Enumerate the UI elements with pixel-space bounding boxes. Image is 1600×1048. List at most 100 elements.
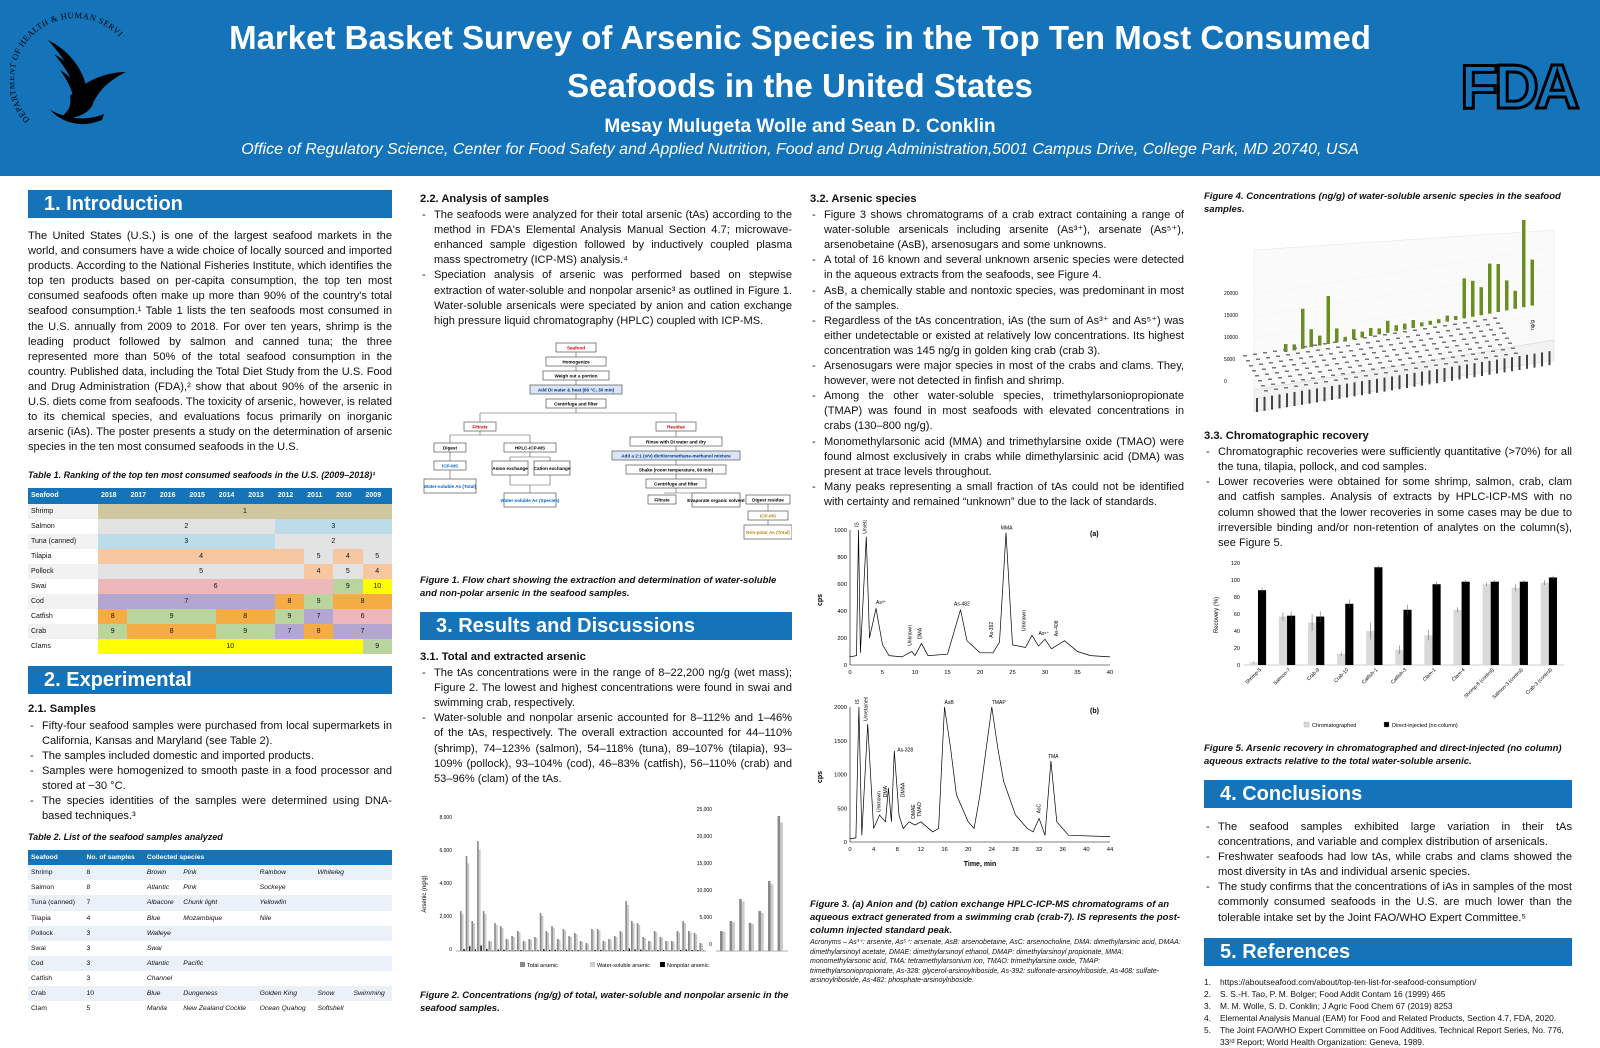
table-header: Collected species	[144, 850, 392, 865]
bar-minor	[1413, 330, 1417, 332]
bar-minor	[1479, 331, 1483, 333]
tick-label: 10,000	[697, 888, 713, 894]
bar-water-soluble	[507, 940, 509, 951]
bar-minor	[1385, 356, 1389, 358]
bar-minor	[1372, 352, 1376, 354]
bar-species	[1454, 316, 1458, 320]
x-tick-label	[1414, 373, 1416, 387]
tick-label: 15	[944, 670, 950, 676]
bar-minor	[1444, 363, 1448, 365]
flow-anion: Anion exchange	[492, 466, 528, 471]
bar-water-soluble	[771, 884, 774, 951]
table-header: No. of samples	[83, 850, 143, 865]
samples-title: 2.1. Samples	[28, 702, 392, 717]
bar-water-soluble	[638, 925, 640, 951]
rank-cell: 8	[127, 624, 215, 639]
flow-cation: Cation exchange	[534, 466, 571, 471]
table-cell: Chunk light	[180, 895, 256, 910]
rank-cell: 5	[304, 549, 333, 564]
tick-label: 0	[848, 670, 851, 676]
category-label: Crab-10	[1333, 667, 1350, 684]
column-2: 2.2. Analysis of samples The seafoods we…	[420, 190, 792, 1015]
bar-water-soluble	[553, 928, 555, 951]
list-item: Lower recoveries were obtained for some …	[1204, 475, 1572, 550]
intro-body: The United States (U.S.) is one of the l…	[28, 229, 392, 455]
bar-water-soluble	[742, 901, 745, 950]
tick-label: 36	[1060, 847, 1066, 853]
reference-text: S. S.-H. Tao, P. M. Bolger; Food Addit C…	[1220, 989, 1445, 999]
table-cell	[350, 1001, 392, 1016]
bar-minor	[1466, 327, 1470, 329]
bar-nonpolar	[463, 949, 464, 951]
table-cell: Pink	[180, 880, 256, 895]
table-cell: Catfish	[28, 971, 83, 986]
bar-total	[637, 923, 639, 951]
x-tick-label	[1444, 368, 1446, 382]
table-cell: Atlantic	[144, 880, 180, 895]
rank-cell: 9	[363, 639, 392, 654]
list-item: The seafoods were analyzed for their tot…	[420, 208, 792, 268]
bar-minor	[1435, 348, 1439, 350]
bar-minor	[1353, 339, 1357, 341]
bar-minor	[1266, 357, 1270, 359]
category-label: Catfish-3	[1390, 667, 1409, 686]
bar-minor	[1441, 358, 1445, 360]
bar-total	[720, 931, 723, 951]
bar-minor	[1354, 377, 1358, 379]
reference-text: The Joint FAO/WHO Expert Committee on Fo…	[1220, 1025, 1564, 1047]
table-cell: New Zealand Cockle	[180, 1001, 256, 1016]
bar-minor	[1443, 325, 1447, 327]
bar-minor	[1246, 360, 1250, 362]
bar-nonpolar	[680, 950, 681, 951]
table-header: 2018	[98, 488, 127, 503]
bar-total	[511, 936, 513, 951]
bar-total	[506, 939, 508, 951]
bar-minor	[1491, 351, 1495, 353]
table-cell: 3	[83, 941, 143, 956]
bar-minor	[1322, 360, 1326, 362]
bar-water-soluble	[462, 914, 464, 951]
reference-item[interactable]: 1.https://aboutseafood.com/about/top-ten…	[1204, 976, 1572, 988]
legend-swatch	[1304, 722, 1309, 727]
table-cell: Catfish	[28, 609, 98, 624]
bar-minor	[1336, 347, 1340, 349]
y-axis-label: Recovery (%)	[1214, 597, 1220, 633]
bar-species	[1361, 332, 1365, 338]
rank-cell: 3	[98, 534, 275, 549]
legend-label: Direct-injected (no column)	[1392, 723, 1458, 729]
table-cell	[257, 956, 315, 971]
bar-water-soluble	[604, 942, 606, 951]
bar-minor	[1308, 373, 1312, 375]
table-header: 2017	[127, 488, 156, 503]
x-tick-label	[1496, 360, 1498, 374]
reference-text: M. M. Wolle, S. D. Conklin; J Agric Food…	[1220, 1001, 1453, 1011]
bar-total	[778, 816, 781, 951]
table-cell	[350, 926, 392, 941]
samples-list: Fifty-four seafood samples were purchase…	[28, 719, 392, 825]
bar-species	[1437, 319, 1441, 323]
bar-nonpolar	[515, 950, 516, 951]
table-cell: Tuna (canned)	[28, 534, 98, 549]
bar-nonpolar	[623, 950, 624, 951]
bar-minor	[1462, 339, 1466, 341]
bar-species	[1327, 296, 1331, 344]
rank-cell: 9	[333, 579, 362, 594]
table-cell: Salmon	[28, 519, 98, 534]
bar-minor	[1438, 353, 1442, 355]
bar-minor	[1495, 339, 1499, 341]
table-cell	[180, 941, 256, 956]
tick-label: 2,000	[439, 914, 452, 920]
tick-label: 100	[1231, 578, 1240, 584]
rank-cell: 8	[333, 594, 392, 609]
table-cell: Pacific	[180, 956, 256, 971]
bar-total	[768, 881, 771, 951]
table-cell: 8	[83, 865, 143, 880]
table-cell: Salmon	[28, 880, 83, 895]
bar-chromatographed	[1279, 616, 1287, 664]
bar-minor	[1302, 363, 1306, 365]
table-header: 2012	[275, 488, 304, 503]
